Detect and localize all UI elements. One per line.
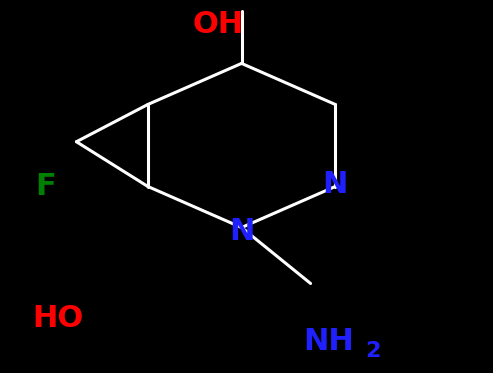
Text: HO: HO xyxy=(32,304,83,333)
Text: N: N xyxy=(322,170,348,199)
Text: 2: 2 xyxy=(365,341,380,361)
Text: OH: OH xyxy=(192,10,244,39)
Text: F: F xyxy=(35,172,56,201)
Text: NH: NH xyxy=(303,327,354,356)
Text: N: N xyxy=(229,217,254,246)
